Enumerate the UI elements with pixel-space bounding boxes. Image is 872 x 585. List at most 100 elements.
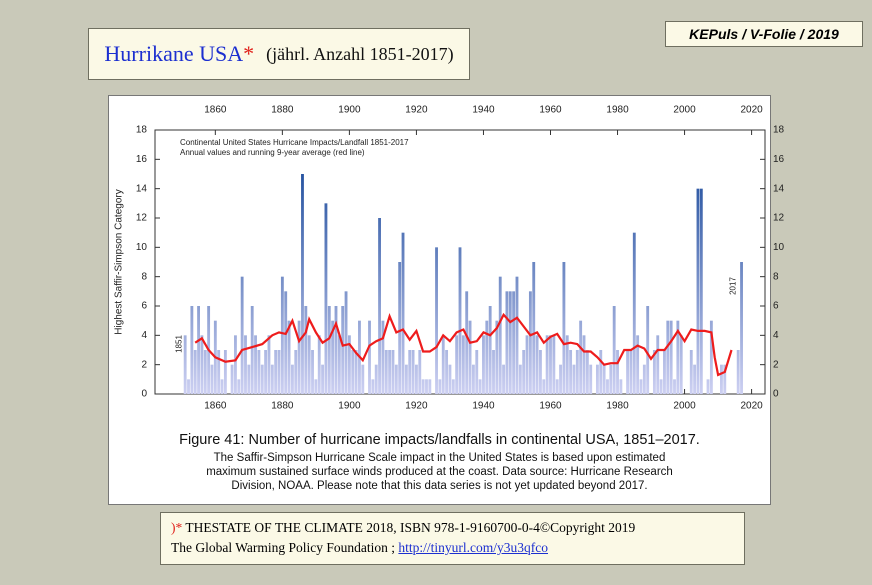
bar xyxy=(575,350,579,394)
bar xyxy=(324,203,328,394)
bar xyxy=(699,188,703,394)
bar xyxy=(736,350,740,394)
bar xyxy=(485,320,489,394)
bar xyxy=(321,364,325,394)
bar xyxy=(478,379,482,394)
bar xyxy=(706,379,710,394)
title-marker: * xyxy=(243,41,255,66)
bar xyxy=(572,364,576,394)
x-top-tick-label: 1960 xyxy=(539,105,562,116)
bar xyxy=(565,335,569,394)
bar xyxy=(183,335,187,394)
bar xyxy=(522,350,526,394)
y2-tick-label: 2 xyxy=(773,359,779,370)
bar xyxy=(408,350,412,394)
bar xyxy=(280,276,284,394)
caption-title: Figure 41: Number of hurricane impacts/l… xyxy=(179,432,700,448)
y-tick-label: 4 xyxy=(141,330,147,341)
bar xyxy=(435,247,438,394)
bar xyxy=(193,350,197,394)
bar xyxy=(616,350,619,394)
x-top-tick-label: 1860 xyxy=(204,105,227,116)
bar xyxy=(525,335,529,394)
y-tick-label: 10 xyxy=(136,242,148,253)
y2-tick-label: 8 xyxy=(773,271,779,282)
bar xyxy=(555,379,559,394)
bar xyxy=(223,350,227,394)
bar xyxy=(220,379,224,394)
bar xyxy=(381,320,385,394)
bar xyxy=(337,335,341,394)
bar xyxy=(331,320,335,394)
bar xyxy=(542,379,546,394)
bar xyxy=(361,364,365,394)
y2-tick-label: 14 xyxy=(773,183,785,194)
bar xyxy=(327,306,331,394)
bar xyxy=(270,364,274,394)
bar xyxy=(257,350,261,394)
source-link[interactable]: http://tinyurl.com/y3u3qfco xyxy=(398,540,548,555)
x-tick-label: 1900 xyxy=(338,401,361,412)
y-tick-label: 12 xyxy=(136,213,148,224)
bar xyxy=(669,320,673,394)
bar xyxy=(495,320,499,394)
source-marker: )* xyxy=(171,520,183,535)
x-tick-label: 1860 xyxy=(204,401,227,412)
bar xyxy=(254,335,257,394)
bar xyxy=(425,379,428,394)
bar xyxy=(528,291,532,394)
bar xyxy=(629,350,633,394)
bar xyxy=(307,335,311,394)
x-top-tick-label: 1920 xyxy=(405,105,428,116)
bar xyxy=(465,291,469,394)
caption-line: maximum sustained surface winds produced… xyxy=(206,466,673,478)
x-tick-label: 2020 xyxy=(740,401,763,412)
caption-line: Division, NOAA. Please note that this da… xyxy=(231,480,648,492)
bar xyxy=(384,350,388,394)
bar xyxy=(311,350,314,394)
bar xyxy=(471,364,475,394)
bar xyxy=(535,335,539,394)
y2-tick-label: 18 xyxy=(773,125,785,136)
y-tick-label: 14 xyxy=(136,183,148,194)
bar xyxy=(455,335,459,394)
bar xyxy=(217,350,221,394)
bar xyxy=(545,335,549,394)
bar xyxy=(646,306,650,394)
bar xyxy=(606,379,609,394)
bar xyxy=(569,350,573,394)
x-tick-label: 1880 xyxy=(271,401,294,412)
x-tick-label: 1940 xyxy=(472,401,495,412)
bar xyxy=(659,379,663,394)
running-average-line xyxy=(194,312,733,377)
bar xyxy=(679,335,683,394)
bar xyxy=(314,379,318,394)
bar xyxy=(344,291,348,394)
bar xyxy=(371,379,375,394)
bar xyxy=(394,364,398,394)
bar xyxy=(274,350,278,394)
bar xyxy=(267,335,271,394)
bar xyxy=(693,364,697,394)
bar xyxy=(374,364,378,394)
bar xyxy=(720,364,723,394)
bar xyxy=(505,291,509,394)
bar xyxy=(666,320,670,394)
bar xyxy=(518,364,522,394)
y-tick-label: 0 xyxy=(141,389,147,400)
bar xyxy=(585,350,589,394)
bar xyxy=(428,379,432,394)
bar xyxy=(673,379,676,394)
bar xyxy=(187,379,190,394)
bar xyxy=(579,320,583,394)
bar xyxy=(582,335,586,394)
bar xyxy=(197,306,200,394)
annotation: Continental United States Hurricane Impa… xyxy=(180,138,409,147)
bar xyxy=(461,335,465,394)
caption: Figure 41: Number of hurricane impacts/l… xyxy=(108,432,771,493)
bar xyxy=(508,291,512,394)
bar xyxy=(290,364,294,394)
source-box: )* THESTATE OF THE CLIMATE 2018, ISBN 97… xyxy=(160,512,745,565)
y2-tick-label: 10 xyxy=(773,242,785,253)
